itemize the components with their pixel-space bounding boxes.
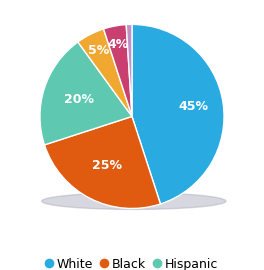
Wedge shape xyxy=(132,24,224,204)
Wedge shape xyxy=(126,24,132,116)
Wedge shape xyxy=(40,42,132,145)
Text: 20%: 20% xyxy=(64,93,95,106)
Ellipse shape xyxy=(42,193,226,210)
Text: 4%: 4% xyxy=(107,38,129,50)
Text: 25%: 25% xyxy=(92,159,122,172)
Text: 45%: 45% xyxy=(179,100,209,113)
Wedge shape xyxy=(44,116,161,208)
Wedge shape xyxy=(103,25,132,116)
Text: 5%: 5% xyxy=(88,44,109,57)
Legend: White, Black, Hispanic: White, Black, Hispanic xyxy=(41,253,223,270)
Wedge shape xyxy=(78,29,132,116)
